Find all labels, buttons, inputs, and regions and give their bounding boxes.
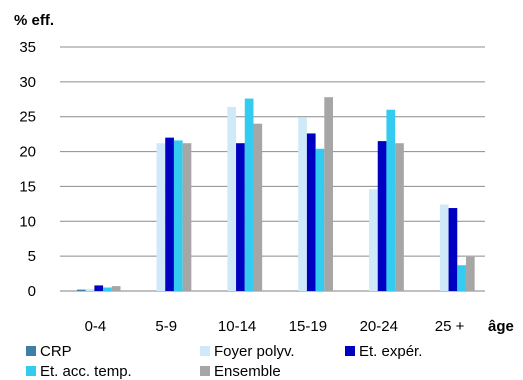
legend: CRP Foyer polyv. Et. expér. Et. acc. temp. E… xyxy=(26,343,422,380)
bar-et-exp-r--3 xyxy=(306,133,316,291)
legend-label: Et. expér. xyxy=(359,343,422,360)
bar-et-exp-r--1 xyxy=(165,137,174,291)
y-tick-label: 5 xyxy=(28,248,36,265)
legend-label: CRP xyxy=(40,343,72,360)
legend-label: Et. acc. temp. xyxy=(40,363,132,380)
bar-et-exp-r--4 xyxy=(377,141,387,291)
bar-et-acc-temp--5 xyxy=(457,265,466,291)
bar-crp-0 xyxy=(77,289,86,291)
legend-swatch xyxy=(26,366,36,376)
y-axis-label: % eff. xyxy=(14,12,54,29)
y-tick-label: 35 xyxy=(19,39,36,56)
x-tick-label: 5-9 xyxy=(155,318,177,335)
y-tick-label: 15 xyxy=(19,178,36,195)
x-tick-label: 25 + xyxy=(435,318,465,335)
y-tick-labels: 0 5 10 15 20 25 30 35 xyxy=(19,39,36,300)
bar-et-exp-r--2 xyxy=(236,143,245,291)
bar-foyer-polyv--0 xyxy=(85,288,95,291)
x-axis-label: âge xyxy=(488,318,514,335)
bar-et-exp-r--5 xyxy=(448,208,458,291)
gridlines xyxy=(60,46,485,292)
x-tick-label: 15-19 xyxy=(289,318,327,335)
bar-foyer-polyv--1 xyxy=(156,143,166,291)
y-tick-label: 10 xyxy=(19,213,36,230)
bars xyxy=(77,97,475,292)
y-tick-label: 0 xyxy=(28,283,36,300)
bar-et-acc-temp--2 xyxy=(244,98,254,292)
bar-foyer-polyv--5 xyxy=(439,204,449,291)
bar-foyer-polyv--4 xyxy=(369,189,378,291)
bar-et-acc-temp--4 xyxy=(386,109,396,291)
y-tick-label: 30 xyxy=(19,74,36,91)
x-tick-label: 10-14 xyxy=(218,318,256,335)
bar-foyer-polyv--2 xyxy=(227,106,237,291)
legend-swatch xyxy=(26,346,36,356)
legend-swatch xyxy=(345,346,355,356)
bar-ensemble-3 xyxy=(324,97,333,292)
legend-swatch xyxy=(200,346,210,356)
y-tick-label: 20 xyxy=(19,144,36,161)
bar-foyer-polyv--3 xyxy=(298,117,307,291)
bar-ensemble-0 xyxy=(111,286,121,291)
bar-ensemble-1 xyxy=(182,143,192,291)
bar-ensemble-5 xyxy=(465,256,475,291)
bar-et-acc-temp--1 xyxy=(173,140,183,291)
x-tick-label: 0-4 xyxy=(85,318,107,335)
x-tick-labels: 0-4 5-9 10-14 15-19 20-24 25 + xyxy=(85,318,465,335)
bar-et-exp-r--0 xyxy=(94,285,104,291)
legend-label: Foyer polyv. xyxy=(214,343,295,360)
bar-ensemble-2 xyxy=(253,123,263,291)
bar-et-acc-temp--0 xyxy=(103,287,112,291)
x-tick-label: 20-24 xyxy=(360,318,398,335)
legend-label: Ensemble xyxy=(214,363,281,380)
legend-swatch xyxy=(200,366,210,376)
bar-ensemble-4 xyxy=(395,143,404,291)
y-tick-label: 25 xyxy=(19,109,36,126)
bar-et-acc-temp--3 xyxy=(315,148,325,291)
